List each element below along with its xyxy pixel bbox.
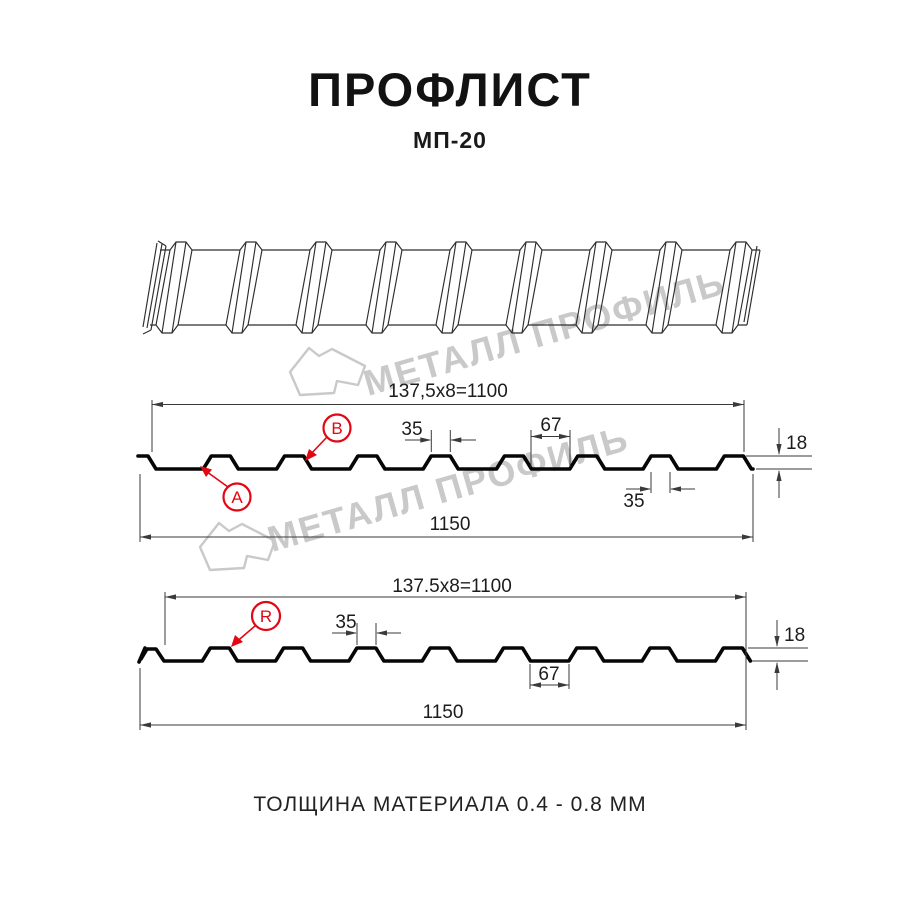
profiled-sheet-3d-view (142, 240, 761, 335)
page-title: ПРОФЛИСТ (308, 63, 592, 116)
marker-r-label: R (260, 607, 272, 626)
dim-module-top: 137,5x8=1100 (388, 381, 508, 402)
material-thickness-note: ТОЛЩИНА МАТЕРИАЛА 0.4 - 0.8 ММ (253, 793, 647, 816)
dim-valley-bottom: 67 (538, 664, 559, 685)
brand-logo-icon (288, 346, 367, 397)
marker-a-label: A (231, 488, 243, 507)
watermark-text: МЕТАЛЛ ПРОФИЛЬ (263, 417, 634, 559)
marker-a: A (200, 466, 252, 512)
marker-b-label: B (331, 419, 342, 438)
dim-overall-top: 1150 (430, 514, 471, 535)
profile-outline (137, 646, 753, 664)
header: ПРОФЛИСТ МП-20 (0, 62, 900, 154)
dim-crest-bottom2: 35 (335, 612, 356, 633)
dim-crest-top: 35 (401, 419, 422, 440)
watermark-upper: МЕТАЛЛ ПРОФИЛЬ (288, 261, 730, 404)
dim-overall-bottom: 1150 (423, 702, 464, 723)
page-subtitle: МП-20 (413, 127, 487, 153)
dim-height-top: 18 (786, 433, 807, 454)
marker-b: B (305, 413, 352, 461)
marker-r: R (231, 600, 282, 647)
dim-crest-bottom: 35 (623, 491, 644, 512)
brand-logo-icon (198, 521, 277, 572)
cross-section-bottom (137, 646, 753, 664)
profile-outline (136, 454, 755, 471)
dim-height-bottom: 18 (784, 625, 805, 646)
dim-module-bottom: 137.5x8=1100 (392, 576, 512, 597)
dim-valley-top: 67 (540, 415, 561, 436)
cross-section-top (136, 454, 755, 471)
dimension-lines (139, 400, 812, 730)
